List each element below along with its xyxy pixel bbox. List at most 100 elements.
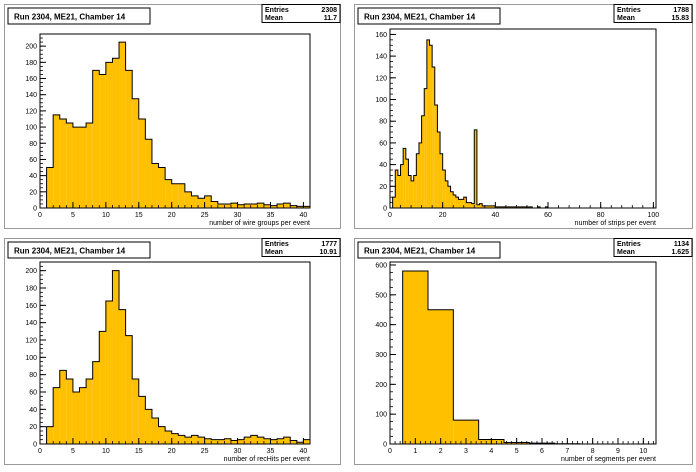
histogram-bin <box>112 270 120 444</box>
y-tick-label: 160 <box>375 32 387 39</box>
y-tick-label: 80 <box>29 141 37 148</box>
x-tick-label: 25 <box>201 448 209 455</box>
histogram-bin <box>519 206 522 208</box>
histogram-bin <box>416 153 419 208</box>
histogram-bin <box>511 206 514 208</box>
x-tick-label: 35 <box>267 212 275 219</box>
y-tick-label: 160 <box>25 76 37 83</box>
histogram-bin <box>138 396 146 444</box>
histogram-bin <box>516 206 520 208</box>
histogram-bin <box>411 180 414 208</box>
histogram-bin <box>277 203 284 208</box>
axes-frame <box>39 33 311 209</box>
histogram-panel-2: 0 20 40 60 80 100 0 20 40 60 80 100 120 140 160 number … <box>354 4 693 229</box>
histogram-bin <box>476 204 480 208</box>
histogram-bin <box>53 387 60 444</box>
histogram-bin <box>529 206 533 208</box>
histogram-bin <box>402 270 428 444</box>
title-box: Run 2304, ME21, Chamber 14 <box>357 241 501 259</box>
stats-entries-value: 1788 <box>673 7 689 14</box>
histogram-bin <box>92 361 100 444</box>
x-tick-label: 0 <box>38 212 42 219</box>
histogram-bin <box>458 199 462 208</box>
histogram-bin <box>184 437 192 444</box>
stats-mean-label: Mean <box>617 249 635 256</box>
histogram-bin <box>59 370 67 444</box>
y-tick-label: 600 <box>375 262 387 269</box>
histogram-bin <box>119 42 126 209</box>
x-tick-label: 80 <box>597 212 605 219</box>
stats-entries-label: Entries <box>265 241 289 248</box>
y-tick-label: 140 <box>375 54 387 61</box>
stats-entries-value: 1777 <box>321 241 337 248</box>
histogram-bin <box>277 438 284 444</box>
x-axis: 0 5 10 15 20 25 30 35 40 <box>38 438 311 455</box>
histogram-bin <box>86 379 93 444</box>
title-box: Run 2304, ME21, Chamber 14 <box>7 241 151 259</box>
histogram-bin <box>138 118 146 208</box>
stats-frame <box>261 238 341 257</box>
histogram-bin <box>428 309 454 444</box>
y-tick-label: 0 <box>33 442 37 449</box>
x-tick-label: 60 <box>544 212 552 219</box>
x-axis-label: number of segments per event <box>561 456 656 463</box>
histogram-bin <box>290 440 297 444</box>
histogram-outline <box>392 39 551 209</box>
histogram-bars <box>46 41 311 209</box>
x-tick-label: 15 <box>135 448 143 455</box>
histogram-bin <box>230 440 238 444</box>
y-tick-label: 140 <box>25 320 37 327</box>
histogram-bin <box>66 123 73 208</box>
y-tick-label: 200 <box>375 382 387 389</box>
x-tick-label: 5 <box>71 448 75 455</box>
x-tick-label: 40 <box>300 448 308 455</box>
x-tick-label: 5 <box>515 448 519 455</box>
y-tick-label: 0 <box>33 206 37 213</box>
chart-title: Run 2304, ME21, Chamber 14 <box>14 247 126 256</box>
histogram-bin <box>158 167 166 208</box>
y-tick-label: 140 <box>25 92 37 99</box>
histogram-bin <box>524 206 527 208</box>
histogram-bin <box>257 203 264 208</box>
histogram-bin <box>125 335 133 444</box>
title-frame <box>7 241 151 259</box>
histogram-bin <box>250 435 258 444</box>
histogram-bin <box>270 439 278 444</box>
histogram-bin <box>66 379 73 444</box>
histogram-bin <box>429 45 433 208</box>
histogram-bin <box>508 206 512 208</box>
title-frame <box>357 7 501 25</box>
histogram-bin <box>230 203 238 208</box>
histogram-bin <box>191 435 199 444</box>
histogram-bin <box>119 309 126 444</box>
histogram-bin <box>303 439 310 444</box>
histogram-bin <box>158 426 166 444</box>
histogram-bin <box>283 437 291 444</box>
histogram-bin <box>132 379 139 444</box>
y-axis: 0 20 40 60 80 100 120 140 160 180 200 <box>25 33 46 213</box>
stats-mean-value: 15.83 <box>671 15 689 22</box>
histogram-bin <box>471 203 475 208</box>
histogram-bin <box>145 409 152 444</box>
x-tick-label: 4 <box>489 448 493 455</box>
histogram-bin <box>217 439 225 444</box>
histogram-bars <box>402 270 581 445</box>
y-tick-label: 200 <box>25 268 37 275</box>
histogram-bin <box>421 115 425 208</box>
histogram-bin <box>296 206 304 208</box>
histogram-bin <box>453 194 456 208</box>
stats-entries-value: 2308 <box>321 7 337 14</box>
x-tick-label: 15 <box>135 212 143 219</box>
histogram-bin <box>408 175 412 208</box>
histogram-bin <box>283 203 291 208</box>
x-tick-label: 2 <box>439 448 443 455</box>
histogram-bin <box>453 420 479 444</box>
histogram-bin <box>484 205 488 208</box>
x-tick-label: 20 <box>168 448 176 455</box>
x-axis-label: number of wire groups per event <box>209 220 310 227</box>
histogram-bin <box>99 74 106 208</box>
histogram-bin <box>487 205 491 208</box>
histogram-bin <box>263 438 271 444</box>
y-tick-label: 300 <box>375 352 387 359</box>
